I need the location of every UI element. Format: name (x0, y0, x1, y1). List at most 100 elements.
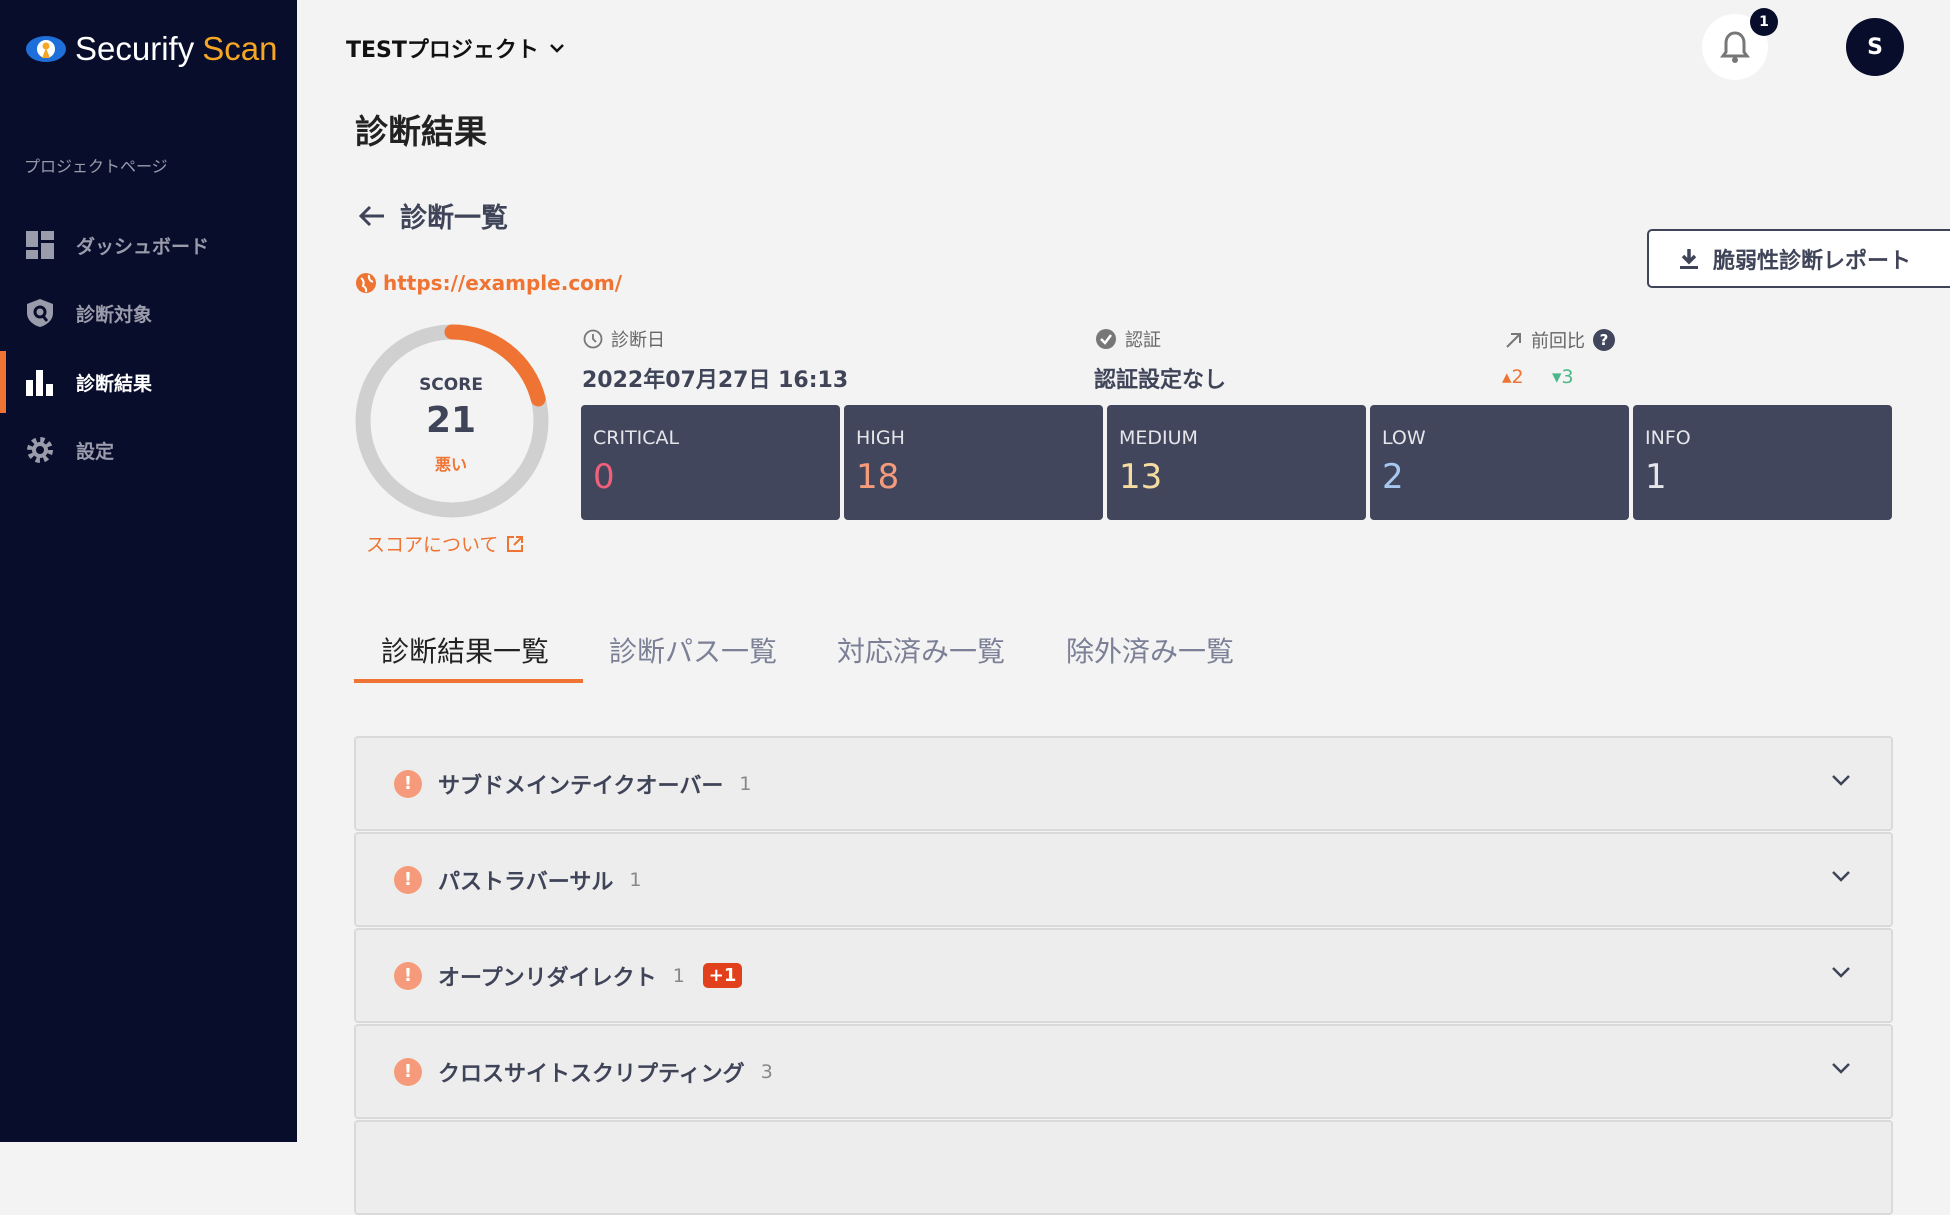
brand-name: Securify (75, 30, 195, 67)
date-label: 診断日 (583, 326, 665, 352)
severity-card-info[interactable]: INFO 1 (1633, 405, 1892, 520)
sidebar-item-dashboard[interactable]: ダッシュボード (0, 214, 297, 276)
bell-icon (1720, 31, 1750, 63)
tab-resolved[interactable]: 対応済み一覧 (837, 635, 1006, 668)
diff-up-value: 2 (1511, 366, 1524, 388)
arrow-left-icon (358, 205, 384, 226)
severity-count: 1 (1645, 457, 1667, 497)
download-report-button[interactable]: 脆弱性診断レポート (1647, 229, 1950, 288)
url-text: https://example.com/ (383, 271, 623, 295)
vuln-name: サブドメインテイクオーバー (438, 773, 724, 799)
chevron-down-icon[interactable] (1831, 870, 1851, 882)
auth-value: 認証設定なし (1094, 368, 1227, 393)
external-link-icon (507, 535, 524, 552)
severity-count: 13 (1119, 457, 1163, 497)
globe-icon (356, 273, 376, 293)
vuln-count: 1 (739, 772, 752, 795)
auth-label: 認証 (1095, 326, 1161, 352)
chevron-down-icon[interactable] (1831, 774, 1851, 786)
sidebar: Securify Scan プロジェクトページ ダッシュボード 診断対象 診断結果… (0, 0, 297, 1142)
diff-down: ▾3 (1552, 366, 1574, 388)
severity-card-high[interactable]: HIGH 18 (844, 405, 1103, 520)
auth-label-text: 認証 (1125, 330, 1161, 351)
shield-search-icon (27, 299, 53, 327)
score-label: SCORE (419, 375, 483, 395)
chevron-down-icon[interactable] (1831, 966, 1851, 978)
chevron-down-icon[interactable] (1831, 1062, 1851, 1074)
severity-card-low[interactable]: LOW 2 (1370, 405, 1629, 520)
vuln-name: パストラバーサル (438, 869, 614, 895)
help-icon[interactable]: ? (1593, 329, 1615, 351)
alert-icon: ! (394, 769, 422, 798)
new-badge: +1 (702, 963, 743, 988)
back-link[interactable]: 診断一覧 (358, 196, 508, 235)
alert-icon: ! (394, 865, 422, 894)
dashboard-icon (26, 231, 54, 259)
sidebar-item-label: ダッシュボード (76, 235, 210, 258)
severity-card-critical[interactable]: CRITICAL 0 (581, 405, 840, 520)
score-value: 21 (425, 400, 477, 441)
result-row[interactable] (354, 1120, 1893, 1215)
project-name: TESTプロジェクト (346, 38, 539, 63)
sidebar-item-label: 設定 (76, 440, 115, 463)
severity-label: HIGH (856, 427, 905, 449)
notification-badge: 1 (1750, 8, 1778, 36)
report-label: 脆弱性診断レポート (1713, 248, 1912, 274)
diff-label-text: 前回比 (1531, 331, 1585, 352)
sidebar-item-settings[interactable]: 設定 (0, 419, 297, 481)
severity-count: 2 (1382, 457, 1404, 497)
clock-icon (583, 329, 603, 349)
tab-excluded[interactable]: 除外済み一覧 (1066, 635, 1235, 668)
score-rating: 悪い (434, 455, 467, 474)
result-row[interactable]: ! パストラバーサル 1 (354, 832, 1893, 927)
alert-icon: ! (394, 961, 422, 990)
download-icon (1680, 248, 1698, 269)
sidebar-item-targets[interactable]: 診断対象 (0, 282, 297, 344)
severity-label: CRITICAL (593, 427, 680, 449)
date-label-text: 診断日 (611, 330, 665, 351)
score-arc (355, 324, 549, 518)
score-about-link[interactable]: スコアについて (366, 530, 524, 557)
avatar[interactable]: S (1846, 18, 1904, 76)
logo[interactable]: Securify Scan (25, 30, 277, 68)
diff-up: ▴2 (1502, 366, 1524, 388)
project-selector[interactable]: TESTプロジェクト (346, 32, 565, 64)
vuln-count: 1 (672, 964, 685, 987)
sidebar-item-label: 診断対象 (76, 303, 153, 326)
diff-label: 前回比 ? (1505, 327, 1615, 353)
scan-date: 2022年07月27日 16:13 (582, 368, 849, 393)
trend-arrow-icon (1506, 333, 1521, 348)
result-row[interactable]: ! サブドメインテイクオーバー 1 (354, 736, 1893, 831)
check-circle-icon (1096, 329, 1116, 349)
back-label: 診断一覧 (400, 203, 508, 234)
page-title: 診断結果 (355, 112, 487, 151)
vuln-count: 1 (629, 868, 642, 891)
sidebar-section-label: プロジェクトページ (24, 157, 168, 176)
active-tab-indicator (354, 679, 583, 683)
brand-scan: Scan (202, 30, 278, 67)
tab-results[interactable]: 診断結果一覧 (381, 635, 550, 668)
notification-button[interactable] (1702, 14, 1768, 80)
severity-count: 18 (856, 457, 900, 497)
vuln-name: クロスサイトスクリプティング (438, 1061, 745, 1087)
gear-icon (27, 437, 53, 463)
severity-label: INFO (1645, 427, 1691, 449)
severity-count: 0 (593, 457, 615, 497)
alert-icon: ! (394, 1057, 422, 1086)
eye-lock-icon (26, 36, 66, 62)
vuln-count: 3 (760, 1060, 773, 1083)
severity-card-medium[interactable]: MEDIUM 13 (1107, 405, 1366, 520)
sidebar-item-results[interactable]: 診断結果 (0, 351, 297, 413)
result-row[interactable]: ! オープンリダイレクト 1 +1 (354, 928, 1893, 1023)
about-label: スコアについて (366, 534, 499, 556)
vuln-name: オープンリダイレクト (438, 965, 657, 991)
diff-down-value: 3 (1561, 366, 1574, 388)
target-url[interactable]: https://example.com/ (355, 271, 622, 295)
severity-label: LOW (1382, 427, 1426, 449)
tab-paths[interactable]: 診断パス一覧 (609, 635, 778, 668)
result-row[interactable]: ! クロスサイトスクリプティング 3 (354, 1024, 1893, 1119)
severity-label: MEDIUM (1119, 427, 1198, 449)
bar-chart-icon (26, 370, 53, 396)
chevron-down-icon (550, 44, 564, 53)
score-gauge (355, 324, 549, 518)
